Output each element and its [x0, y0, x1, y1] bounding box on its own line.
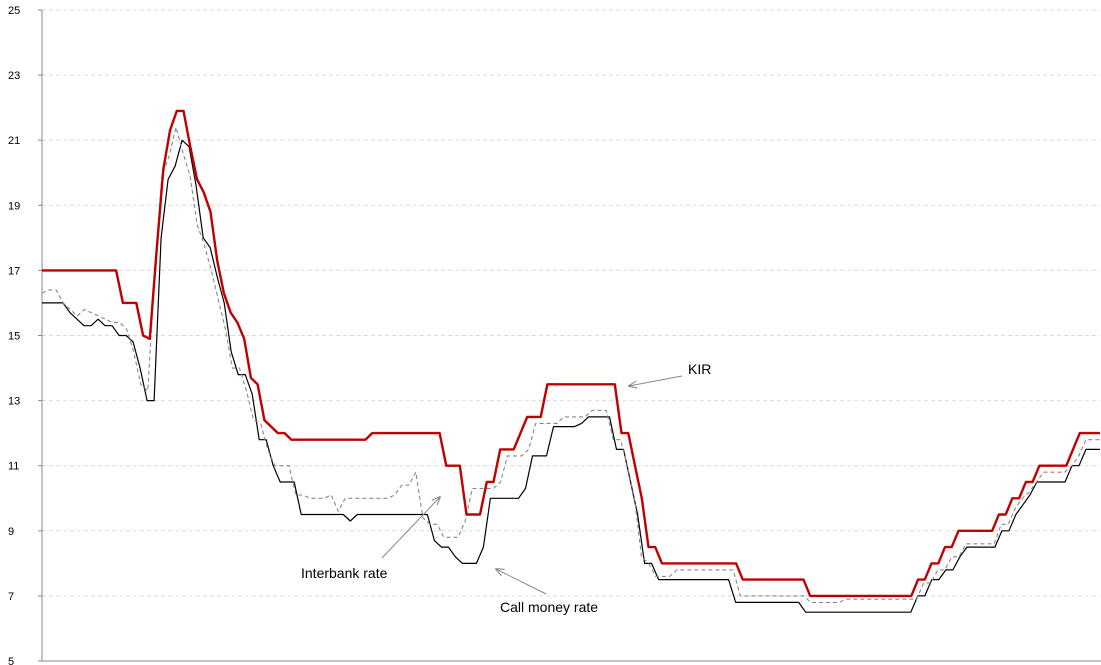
y-tick-label: 15 [8, 331, 20, 343]
kir-label: KIR [688, 361, 711, 377]
y-tick-label: 5 [8, 656, 14, 665]
y-tick-labels: 5 7 9 11 13 15 17 19 21 23 25 [8, 5, 42, 665]
axes [41, 10, 1101, 662]
y-tick-label: 25 [8, 5, 20, 17]
y-tick-label: 9 [8, 526, 14, 538]
y-tick-label: 11 [8, 461, 19, 473]
annotations: KIR Interbank rate Call money rate [301, 361, 711, 615]
series-line-kir [42, 109, 1100, 598]
kir-arrow [629, 375, 683, 386]
interbank-rate-label: Interbank rate [301, 565, 388, 581]
series-group [41, 109, 1100, 613]
y-tick-label: 23 [8, 70, 20, 82]
y-tick-label: 19 [8, 200, 20, 212]
call-money-rate-label: Call money rate [500, 599, 598, 615]
y-tick-label: 13 [8, 396, 20, 408]
interbank-rate-arrow [381, 497, 440, 559]
y-tick-label: 17 [8, 265, 20, 277]
series-line-call [42, 139, 1100, 613]
y-tick-label: 7 [8, 591, 14, 603]
gridlines [42, 9, 1100, 597]
call-money-rate-arrow [496, 569, 547, 595]
y-tick-label: 21 [8, 135, 20, 147]
series-line-interbank [41, 126, 1100, 603]
